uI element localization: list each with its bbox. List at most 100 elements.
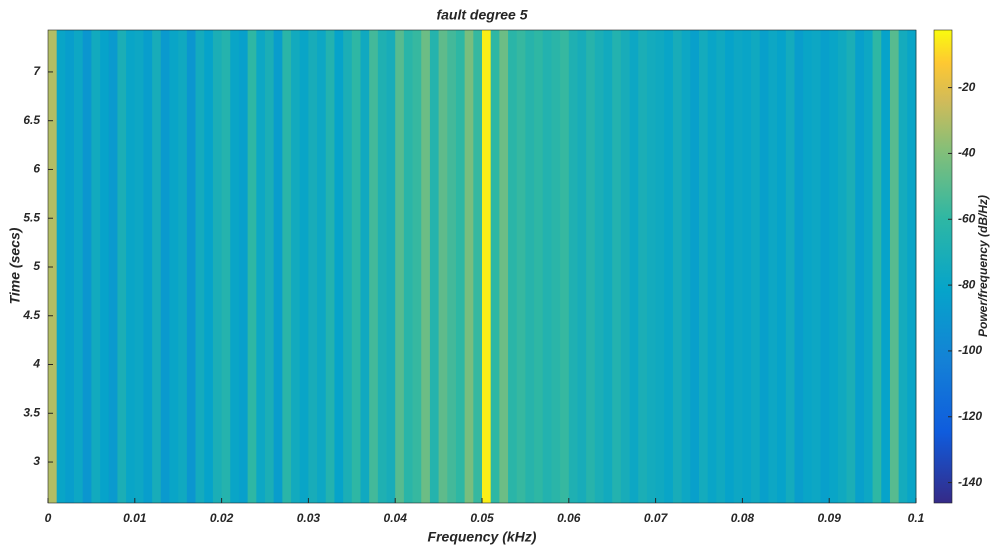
spectrogram-cell — [490, 30, 500, 503]
spectrogram-cell — [542, 30, 552, 503]
colorbar-tick-label: -140 — [958, 475, 982, 489]
spectrogram-cell — [742, 30, 752, 503]
spectrogram-cell — [820, 30, 830, 503]
spectrogram-cell — [777, 30, 787, 503]
x-tick-label: 0.03 — [297, 511, 321, 525]
spectrogram-cell — [846, 30, 856, 503]
y-tick-label: 5.5 — [23, 210, 40, 224]
x-tick-label: 0.1 — [908, 511, 925, 525]
spectrogram-cell — [699, 30, 709, 503]
y-tick-label: 5 — [33, 259, 40, 273]
spectrogram-cell — [343, 30, 353, 503]
spectrogram-cell — [516, 30, 526, 503]
spectrogram-cell — [100, 30, 110, 503]
x-tick-label: 0.02 — [210, 511, 234, 525]
spectrogram-cell — [403, 30, 413, 503]
spectrogram-cell — [863, 30, 873, 503]
spectrogram-cell — [65, 30, 75, 503]
y-tick-label: 4.5 — [22, 308, 40, 322]
spectrogram-cell — [473, 30, 483, 503]
spectrogram-cell — [725, 30, 735, 503]
spectrogram-cell — [560, 30, 570, 503]
spectrogram-cell — [230, 30, 240, 503]
spectrogram-cell — [898, 30, 908, 503]
colorbar-label: Power/frequency (dB/Hz) — [976, 195, 990, 337]
spectrogram-cell — [169, 30, 179, 503]
spectrogram-cell — [299, 30, 309, 503]
spectrogram-cell — [568, 30, 578, 503]
spectrogram-cell — [438, 30, 448, 503]
colorbar-tick-label: -100 — [958, 343, 982, 357]
colorbar-tick-label: -120 — [958, 409, 982, 423]
spectrogram-cell — [855, 30, 865, 503]
spectrogram-cell — [351, 30, 361, 503]
spectrogram-cell — [421, 30, 431, 503]
spectrogram-cell — [195, 30, 205, 503]
spectrogram-cell — [160, 30, 170, 503]
x-tick-label: 0.09 — [818, 511, 842, 525]
spectrogram-cell — [881, 30, 891, 503]
spectrogram-cell — [707, 30, 717, 503]
x-axis-label: Frequency (kHz) — [428, 529, 537, 545]
spectrogram-cell — [360, 30, 370, 503]
spectrogram-cell — [143, 30, 153, 503]
spectrogram-cell — [447, 30, 457, 503]
spectrogram-cell — [395, 30, 405, 503]
spectrogram-cell — [152, 30, 162, 503]
colorbar-tick-label: -40 — [958, 146, 976, 160]
spectrogram-cell — [508, 30, 518, 503]
spectrogram-cell — [681, 30, 691, 503]
spectrogram-cell — [273, 30, 283, 503]
spectrogram-cell — [482, 30, 492, 503]
y-axis-label: Time (secs) — [7, 227, 23, 304]
spectrogram-cell — [768, 30, 778, 503]
spectrogram-cell — [74, 30, 84, 503]
spectrogram-cell — [238, 30, 249, 503]
spectrogram-cell — [672, 30, 683, 503]
spectrogram-cell — [134, 30, 144, 503]
y-tick-label: 3.5 — [23, 405, 40, 419]
spectrogram-cell — [794, 30, 804, 503]
spectrogram-cell — [108, 30, 118, 503]
spectrogram-cell — [525, 30, 535, 503]
spectrogram-cell — [577, 30, 587, 503]
spectrogram-cell — [82, 30, 92, 503]
spectrogram-cell — [837, 30, 847, 503]
spectrogram-cell — [126, 30, 136, 503]
colorbar-tick-label: -60 — [958, 211, 976, 225]
spectrogram-cell — [872, 30, 882, 503]
spectrogram-cell — [664, 30, 674, 503]
spectrogram-cell — [412, 30, 422, 503]
y-tick-label: 6.5 — [23, 113, 40, 127]
chart-title: fault degree 5 — [436, 7, 527, 23]
spectrogram-cell — [499, 30, 509, 503]
spectrogram-cell — [907, 30, 917, 503]
spectrogram-cell — [690, 30, 700, 503]
spectrogram-cell — [455, 30, 466, 503]
spectrogram-cell — [785, 30, 795, 503]
spectrogram-cell — [117, 30, 127, 503]
x-tick-label: 0.04 — [384, 511, 408, 525]
y-tick-label: 6 — [33, 162, 40, 176]
spectrogram-cell — [369, 30, 379, 503]
spectrogram-cell — [56, 30, 66, 503]
y-tick-label: 3 — [33, 454, 40, 468]
spectrogram-cell — [759, 30, 769, 503]
spectrogram-cell — [586, 30, 596, 503]
spectrogram-cell — [655, 30, 665, 503]
spectrogram-cell — [429, 30, 439, 503]
spectrogram-cell — [247, 30, 257, 503]
spectrogram-cell — [265, 30, 275, 503]
spectrogram-cell — [325, 30, 335, 503]
spectrogram-cell — [551, 30, 561, 503]
y-tick-label: 4 — [32, 357, 40, 371]
spectrogram-cell — [811, 30, 821, 503]
x-tick-label: 0.01 — [123, 511, 147, 525]
spectrogram-cell — [386, 30, 396, 503]
spectrogram-cell — [282, 30, 292, 503]
colorbar-tick-label: -80 — [958, 277, 976, 291]
spectrogram-cell — [204, 30, 214, 503]
spectrogram-cell — [221, 30, 231, 503]
spectrogram-cell — [594, 30, 604, 503]
